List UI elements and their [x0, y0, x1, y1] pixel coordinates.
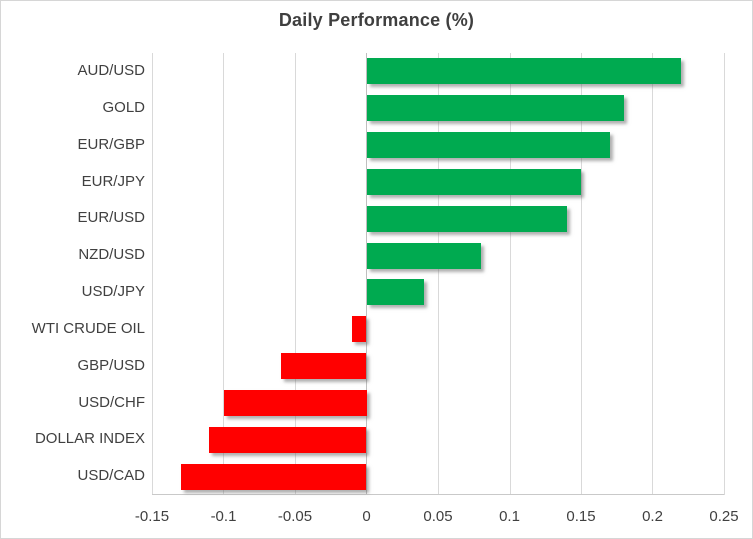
plot-area [151, 53, 725, 495]
category-label-aud-usd: AUD/USD [77, 62, 145, 79]
category-label-eur-jpy: EUR/JPY [81, 172, 145, 190]
gridline [509, 53, 511, 495]
gridline [222, 53, 224, 495]
gridline [151, 53, 153, 495]
x-tick-label: 0.1 [499, 508, 520, 525]
category-label-eur-gbp: EUR/GBP [77, 135, 145, 153]
bar-eur-jpy [366, 168, 581, 195]
chart-title: Daily Performance (%) [278, 10, 475, 30]
category-label-gold: GOLD [102, 98, 145, 116]
bar-usd-cad [180, 463, 367, 490]
x-tick-label: 0.2 [642, 508, 663, 525]
category-label-nzd-usd: NZD/USD [78, 246, 145, 264]
x-tick-label: 0 [362, 508, 371, 525]
bar-wti-crude-oil [352, 316, 367, 343]
category-label-eur-usd: EUR/USD [77, 209, 145, 227]
bar-dollar-index [209, 426, 367, 453]
bar-eur-gbp [366, 132, 610, 159]
gridline [437, 53, 439, 495]
gridline [294, 53, 296, 495]
bar-aud-usd [366, 58, 682, 85]
category-label-usd-chf: USD/CHF [78, 393, 145, 411]
category-axis-labels: AUD/USD GOLD EUR/GBP EUR/JPY EUR/USD NZD/USD U… [1, 53, 145, 495]
bar-usd-chf [223, 389, 367, 416]
bar-usd-jpy [366, 279, 424, 306]
category-label-usd-cad: USD/CAD [77, 467, 145, 485]
category-label-wti-crude-oil: WTI CRUDE OIL [31, 319, 145, 337]
x-tick-label: -0.15 [134, 508, 170, 525]
bar-gbp-usd [280, 353, 367, 380]
x-tick-label: 0.25 [709, 508, 739, 525]
gridline [651, 53, 653, 495]
category-label-usd-jpy: USD/JPY [81, 283, 145, 300]
category-label-dollar-index: DOLLAR INDEX [34, 430, 145, 448]
bar-gold [366, 95, 624, 122]
category-label-gbp-usd: GBP/USD [77, 356, 145, 374]
x-tick-label: -0.05 [277, 508, 313, 525]
x-tick-label: 0.05 [423, 508, 453, 525]
x-tick-label: 0.15 [566, 508, 596, 525]
zero-axis-gridline [365, 53, 367, 495]
gridline [723, 53, 725, 495]
x-tick-label: -0.1 [210, 508, 237, 525]
bar-nzd-usd [366, 242, 481, 269]
x-axis-line [152, 494, 724, 495]
gridline [580, 53, 582, 495]
bar-eur-usd [366, 205, 567, 232]
